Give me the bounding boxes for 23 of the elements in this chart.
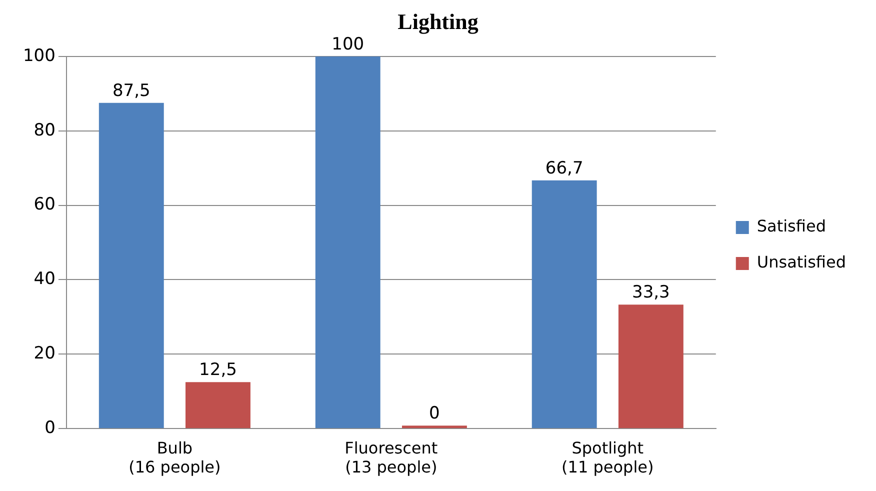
data-label: 33,3	[632, 282, 670, 303]
data-label: 12,5	[199, 360, 237, 380]
bar	[532, 180, 597, 428]
x-tick-label: Bulb (16 people)	[128, 438, 221, 477]
y-tick-label: 100	[22, 46, 56, 66]
data-label: 0	[429, 404, 440, 424]
bar	[186, 382, 250, 428]
data-label: 100	[332, 34, 364, 54]
bar	[315, 56, 380, 428]
x-tick-label: Spotlight (11 people)	[562, 438, 654, 477]
legend-label: Satisfied	[756, 216, 826, 236]
chart-title: Lighting	[398, 8, 478, 34]
legend-label: Unsatisfied	[756, 252, 846, 272]
y-tick-label: 60	[34, 194, 56, 215]
data-label: 87,5	[112, 80, 150, 101]
y-tick-label: 0	[44, 418, 56, 438]
y-tick-label: 40	[34, 269, 56, 290]
y-tick-label: 80	[34, 120, 56, 140]
data-label: 66,7	[545, 158, 584, 178]
y-tick-label: 20	[34, 344, 56, 364]
x-tick-label: Fluorescent (13 people)	[344, 438, 438, 477]
bar	[98, 102, 164, 428]
bar	[618, 304, 684, 428]
